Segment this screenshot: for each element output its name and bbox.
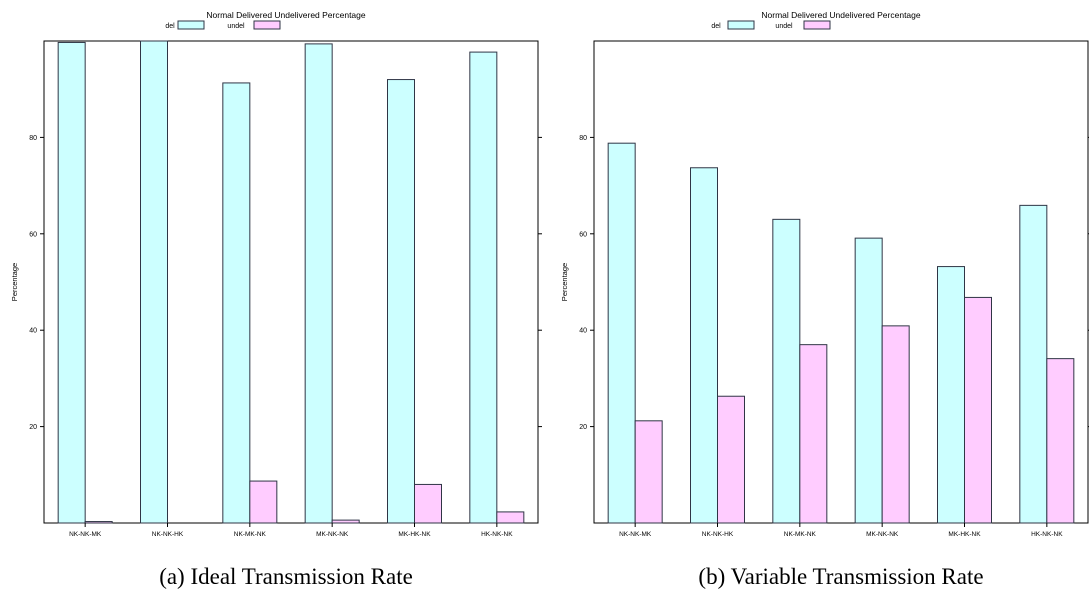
y-tick-label: 40: [29, 328, 37, 335]
bar-undel-NK-NK-HK: [717, 395, 745, 524]
x-tick-label: MK-HK-NK: [398, 531, 431, 538]
legend-swatch-del: [727, 20, 755, 30]
bar-del-NK-MK-NK: [222, 82, 251, 524]
bar-undel-NK-NK-MK: [634, 420, 663, 524]
bar-del-NK-NK-HK: [140, 40, 168, 524]
chart-title: Normal Delivered Undelivered Percentage: [206, 10, 365, 20]
legend-swatch-undel: [253, 20, 281, 30]
bar-undel-MK-HK-NK: [414, 483, 442, 524]
bar-del-NK-NK-MK: [607, 142, 636, 524]
y-tick-label: 80: [29, 135, 37, 142]
axis-ticks: NK-NK-MK NK-NK-HK NK-MK-NK MK-NK-NK MK-HK-NK…: [579, 135, 1089, 538]
x-tick-label: MK-NK-NK: [866, 531, 899, 538]
axis-ticks: NK-NK-MK NK-NK-HK NK-MK-NK MK-NK-NK MK-HK-NK…: [29, 135, 542, 538]
bar-del-MK-HK-NK: [937, 266, 965, 524]
x-tick-label: NK-MK-NK: [784, 531, 817, 538]
bar-undel-HK-NK-NK: [1046, 358, 1075, 524]
x-tick-label: NK-NK-HK: [152, 531, 184, 538]
bar-del-MK-NK-NK: [304, 43, 333, 524]
legend-label-undel: undel: [227, 23, 245, 30]
x-tick-label: HK-NK-NK: [481, 531, 513, 538]
x-tick-label: HK-NK-NK: [1031, 531, 1063, 538]
bar-undel-NK-MK-NK: [799, 344, 828, 524]
bar-del-NK-NK-HK: [690, 167, 718, 524]
caption: (a) Ideal Transmission Rate: [159, 564, 413, 589]
y-tick-label: 20: [29, 424, 37, 431]
legend-swatch-undel: [803, 20, 831, 30]
bar-undel-HK-NK-NK: [496, 511, 525, 524]
bar-del-MK-HK-NK: [387, 79, 415, 524]
legend-label-del: del: [711, 23, 721, 30]
plot-area: [43, 40, 539, 524]
legend-label-del: del: [165, 23, 175, 30]
bar-undel-MK-NK-NK: [331, 519, 360, 524]
y-axis-label: Percentage: [10, 263, 19, 301]
bar-del-HK-NK-NK: [469, 51, 498, 524]
caption: (b) Variable Transmission Rate: [698, 564, 983, 589]
bar-marks: [607, 142, 1075, 524]
chart-title: Normal Delivered Undelivered Percentage: [761, 10, 920, 20]
bar-undel-NK-MK-NK: [249, 480, 278, 524]
chart-ideal: Normal Delivered Undelivered Percentage …: [10, 10, 542, 589]
x-tick-label: MK-HK-NK: [948, 531, 981, 538]
bar-del-HK-NK-NK: [1019, 204, 1048, 524]
plot-area: [593, 40, 1089, 524]
bar-del-NK-MK-NK: [772, 218, 801, 524]
legend-label-undel: undel: [775, 23, 793, 30]
bar-marks: [57, 40, 525, 524]
chart-variable: Normal Delivered Undelivered Percentage …: [560, 10, 1089, 589]
y-tick-label: 20: [579, 424, 587, 431]
bar-del-NK-NK-MK: [57, 41, 86, 524]
bar-undel-MK-HK-NK: [964, 296, 992, 524]
y-axis-label: Percentage: [560, 263, 569, 301]
y-tick-label: 60: [579, 231, 587, 238]
y-tick-label: 60: [29, 231, 37, 238]
y-tick-label: 40: [579, 328, 587, 335]
y-tick-label: 80: [579, 135, 587, 142]
bar-undel-MK-NK-NK: [881, 325, 910, 524]
legend-swatch-del: [177, 20, 205, 30]
x-tick-label: MK-NK-NK: [316, 531, 349, 538]
x-tick-label: NK-NK-MK: [619, 531, 652, 538]
x-tick-label: NK-NK-HK: [702, 531, 734, 538]
bar-undel-NK-NK-MK: [84, 521, 113, 524]
x-tick-label: NK-MK-NK: [234, 531, 267, 538]
bar-del-MK-NK-NK: [854, 237, 883, 524]
x-tick-label: NK-NK-MK: [69, 531, 102, 538]
